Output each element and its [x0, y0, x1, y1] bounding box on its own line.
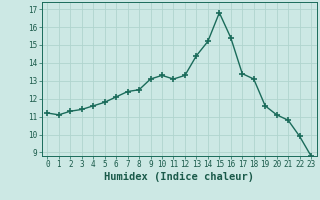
X-axis label: Humidex (Indice chaleur): Humidex (Indice chaleur): [104, 172, 254, 182]
